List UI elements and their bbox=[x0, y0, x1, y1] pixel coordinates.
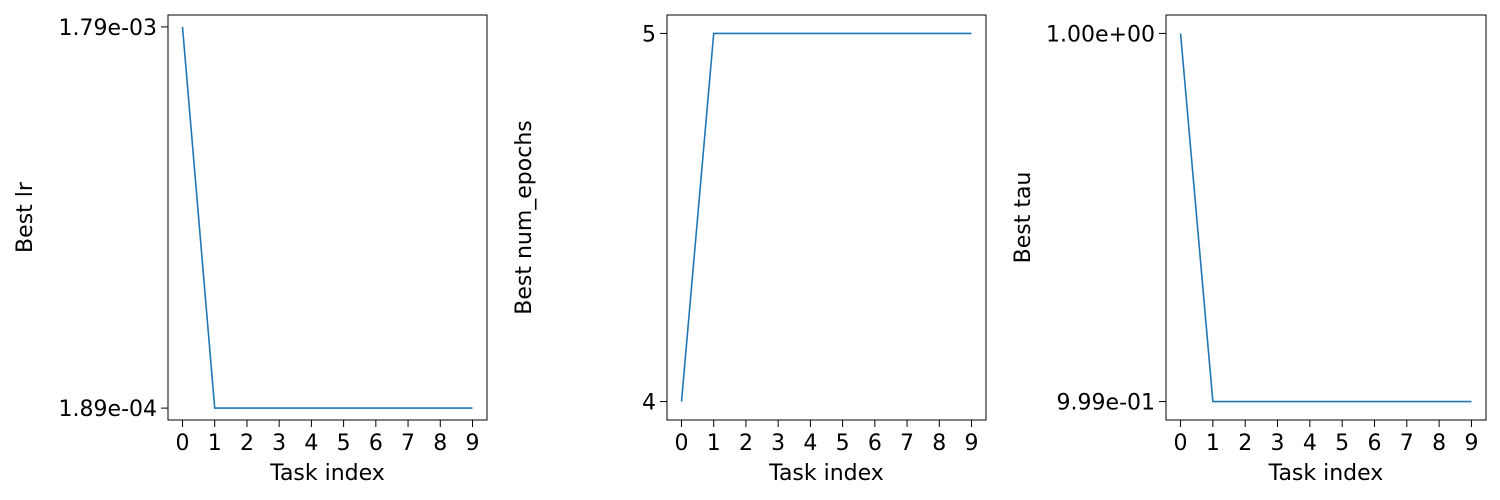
x-tick-label: 7 bbox=[900, 431, 914, 456]
x-tick-label: 7 bbox=[401, 431, 415, 456]
x-tick-label: 2 bbox=[240, 431, 254, 456]
x-tick-label: 6 bbox=[369, 431, 383, 456]
axes-frame bbox=[1165, 14, 1487, 421]
y-axis-label: Best lr bbox=[13, 181, 38, 253]
x-tick-label: 4 bbox=[803, 431, 817, 456]
x-tick-label: 2 bbox=[739, 431, 753, 456]
x-tick-label: 7 bbox=[1400, 431, 1414, 456]
x-tick-label: 2 bbox=[1238, 431, 1252, 456]
x-tick-label: 5 bbox=[337, 431, 351, 456]
x-tick-label: 0 bbox=[675, 431, 689, 456]
x-axis-label: Task index bbox=[768, 461, 884, 486]
x-tick-label: 1 bbox=[208, 431, 222, 456]
x-tick-label: 3 bbox=[1271, 431, 1285, 456]
x-tick-label: 6 bbox=[868, 431, 882, 456]
chart-panel-1: 0 1 2 3 4 5 6 7 8 9 1.89e-04 1.79e-03 Task index Best… bbox=[13, 14, 488, 486]
x-tick-label: 8 bbox=[1432, 431, 1446, 456]
x-tick-label: 5 bbox=[1335, 431, 1349, 456]
y-tick-label: 5 bbox=[642, 22, 656, 47]
x-tick-label: 9 bbox=[466, 431, 480, 456]
y-tick-label: 9.99e-01 bbox=[1057, 391, 1155, 416]
axes-frame bbox=[167, 14, 488, 421]
y-tick-label: 1.89e-04 bbox=[59, 397, 157, 422]
x-tick-label: 9 bbox=[965, 431, 979, 456]
y-axis-label: Best tau bbox=[1011, 172, 1036, 264]
x-tick-label: 8 bbox=[932, 431, 946, 456]
x-tick-label: 1 bbox=[1206, 431, 1220, 456]
x-tick-label: 3 bbox=[272, 431, 286, 456]
x-tick-label: 3 bbox=[771, 431, 785, 456]
series-line bbox=[1179, 33, 1472, 403]
y-tick-label: 1.00e+00 bbox=[1046, 22, 1155, 47]
series-line bbox=[680, 32, 972, 402]
chart-panel-3: 0 1 2 3 4 5 6 7 8 9 9.99e-01 1.00e+00 Task index Best… bbox=[1011, 14, 1487, 486]
axes-frame bbox=[666, 14, 987, 421]
y-tick-label: 4 bbox=[642, 391, 656, 416]
series-line bbox=[181, 26, 473, 409]
x-tick-label: 1 bbox=[707, 431, 721, 456]
x-tick-label: 9 bbox=[1464, 431, 1478, 456]
x-tick-label: 0 bbox=[176, 431, 190, 456]
x-axis-label: Task index bbox=[1268, 461, 1384, 486]
x-axis-label: Task index bbox=[269, 461, 385, 486]
x-tick-label: 4 bbox=[1303, 431, 1317, 456]
x-tick-label: 4 bbox=[304, 431, 318, 456]
y-tick-label: 1.79e-03 bbox=[59, 16, 157, 41]
y-axis-label: Best num_epochs bbox=[512, 120, 537, 315]
x-tick-label: 5 bbox=[836, 431, 850, 456]
x-tick-label: 8 bbox=[433, 431, 447, 456]
x-tick-label: 0 bbox=[1174, 431, 1188, 456]
x-tick-label: 6 bbox=[1367, 431, 1381, 456]
